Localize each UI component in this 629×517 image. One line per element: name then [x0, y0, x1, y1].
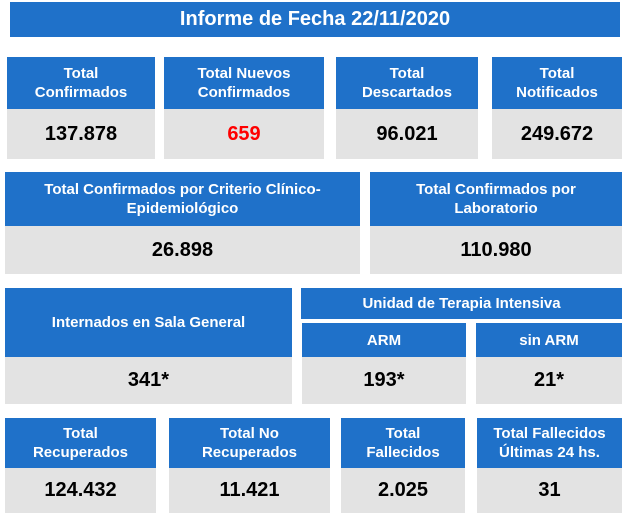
total-confirmados-value: 137.878 [7, 109, 155, 159]
sin-arm-value: 21* [476, 357, 622, 404]
total-recuperados-header: Total Recuperados [5, 418, 156, 468]
report-title: Informe de Fecha 22/11/2020 [10, 2, 620, 37]
total-descartados-header: Total Descartados [336, 57, 478, 109]
total-confirmados-label: Total Confirmados [34, 65, 128, 101]
total-no-recuperados-value: 11.421 [169, 468, 330, 513]
total-recuperados-label: Total Recuperados [32, 425, 129, 461]
total-notificados-label: Total Notificados [516, 65, 598, 101]
total-descartados-value: 96.021 [336, 109, 478, 159]
sin-arm-header: sin ARM [476, 323, 622, 357]
total-fallecidos-header: Total Fallecidos [341, 418, 465, 468]
uti-header: Unidad de Terapia Intensiva [301, 288, 622, 319]
total-no-recuperados-label: Total No Recuperados [201, 425, 298, 461]
arm-header: ARM [302, 323, 466, 357]
total-nuevos-confirmados-value: 659 [164, 109, 324, 159]
total-confirmados-header: Total Confirmados [7, 57, 155, 109]
sala-general-value: 341* [5, 357, 292, 404]
laboratorio-label: Total Confirmados por Laboratorio [416, 181, 576, 217]
arm-value: 193* [302, 357, 466, 404]
total-nuevos-confirmados-label: Total Nuevos Confirmados [197, 65, 291, 101]
total-fallecidos-value: 2.025 [341, 468, 465, 513]
laboratorio-value: 110.980 [370, 226, 622, 274]
total-recuperados-value: 124.432 [5, 468, 156, 513]
total-notificados-header: Total Notificados [492, 57, 622, 109]
total-nuevos-confirmados-header: Total Nuevos Confirmados [164, 57, 324, 109]
total-no-recuperados-header: Total No Recuperados [169, 418, 330, 468]
total-descartados-label: Total Descartados [361, 65, 453, 101]
total-notificados-value: 249.672 [492, 109, 622, 159]
laboratorio-header: Total Confirmados por Laboratorio [370, 172, 622, 226]
criterio-clinico-label: Total Confirmados por Criterio Clínico- … [44, 181, 321, 217]
fallecidos-24hs-label: Total Fallecidos Últimas 24 hs. [493, 425, 606, 461]
sala-general-header: Internados en Sala General [5, 288, 292, 357]
fallecidos-24hs-value: 31 [477, 468, 622, 513]
total-fallecidos-label: Total Fallecidos [366, 425, 440, 461]
criterio-clinico-value: 26.898 [5, 226, 360, 274]
criterio-clinico-header: Total Confirmados por Criterio Clínico- … [5, 172, 360, 226]
sala-general-label: Internados en Sala General [51, 314, 246, 331]
fallecidos-24hs-header: Total Fallecidos Últimas 24 hs. [477, 418, 622, 468]
